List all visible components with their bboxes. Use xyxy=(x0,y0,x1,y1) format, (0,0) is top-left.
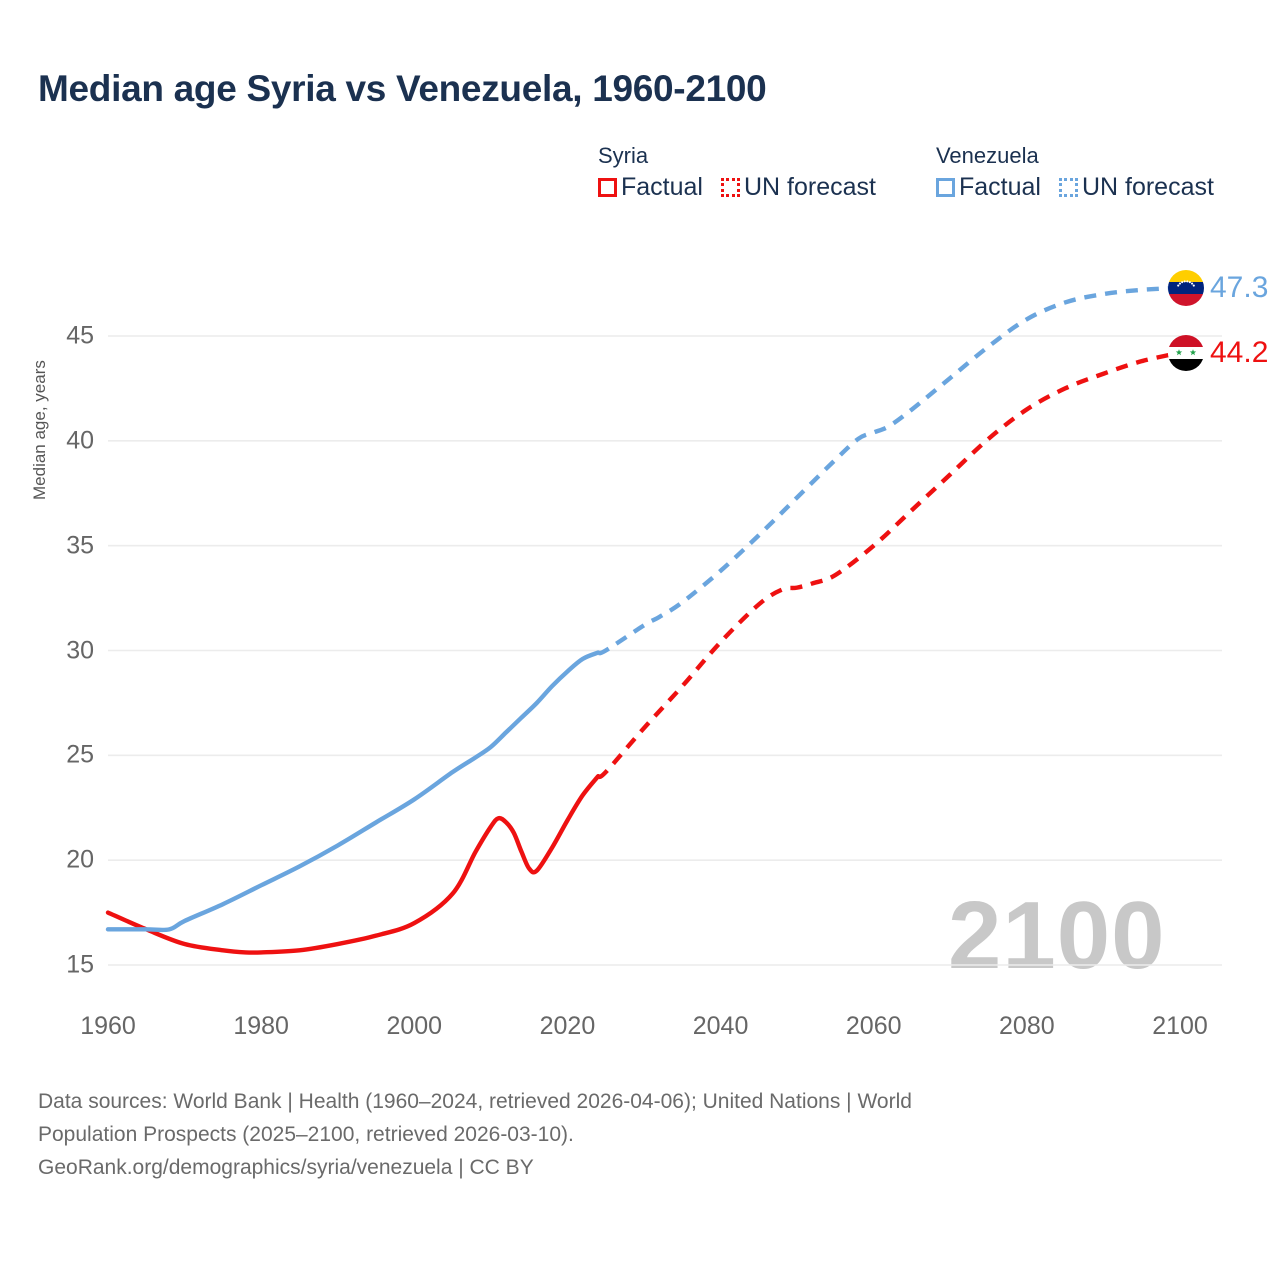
end-label-syria: 44.2 xyxy=(1168,334,1269,371)
x-axis-tick-label: 2100 xyxy=(1152,1012,1208,1040)
x-axis-tick-label: 1960 xyxy=(80,1012,136,1040)
legend-country-syria: Syria xyxy=(598,143,649,168)
year-watermark: 2100 xyxy=(948,882,1166,989)
end-label-venezuela: 47.3 xyxy=(1168,269,1269,306)
y-axis-tick-label: 40 xyxy=(66,426,94,455)
chart-legend: Syria Factual UN forecast Venezuela Fact… xyxy=(598,143,1214,201)
legend-item-syria-forecast[interactable]: UN forecast xyxy=(720,173,876,201)
footer-line-2: Population Prospects (2025–2100, retriev… xyxy=(38,1123,574,1146)
syria-flag-icon xyxy=(1168,334,1204,371)
legend-row-syria: Factual UN forecast xyxy=(598,173,876,201)
x-axis-tick-label: 1980 xyxy=(233,1012,289,1040)
venezuela-flag-icon xyxy=(1168,269,1204,306)
legend-swatch-dotted-icon xyxy=(720,177,740,197)
legend-item-venezuela-factual[interactable]: Factual xyxy=(935,173,1041,201)
legend-item-label: Factual xyxy=(621,173,703,201)
end-label-value: 44.2 xyxy=(1210,335,1269,369)
footer-line-1: Data sources: World Bank | Health (1960–… xyxy=(38,1090,912,1113)
y-axis-tick-label: 20 xyxy=(66,845,94,874)
legend-item-syria-factual[interactable]: Factual xyxy=(598,173,703,201)
legend-group-syria: Syria Factual UN forecast xyxy=(598,143,876,201)
series-line-factual-venezuela xyxy=(105,650,601,933)
footer-line-3: GeoRank.org/demographics/syria/venezuela… xyxy=(38,1156,534,1179)
x-axis-tick-label: 2080 xyxy=(999,1012,1055,1040)
series-line-forecast-syria xyxy=(596,350,1181,780)
y-axis-tick-label: 30 xyxy=(66,636,94,664)
page-title: Median age Syria vs Venezuela, 1960-2100 xyxy=(38,68,767,109)
legend-swatch-solid-icon xyxy=(935,177,955,197)
legend-item-venezuela-forecast[interactable]: UN forecast xyxy=(1058,173,1214,201)
y-axis-tick-label: 15 xyxy=(66,950,94,979)
x-axis-tick-label: 2000 xyxy=(386,1012,443,1040)
legend-row-venezuela: Factual UN forecast xyxy=(935,173,1214,201)
y-axis-tick-label: 35 xyxy=(66,531,94,560)
legend-swatch-solid-icon xyxy=(598,177,617,197)
series-line-factual-syria xyxy=(105,774,601,955)
footer-sources: Data sources: World Bank | Health (1960–… xyxy=(38,1085,1168,1184)
legend-item-label: Factual xyxy=(958,173,1041,201)
legend-item-label: UN forecast xyxy=(1081,173,1214,201)
y-axis-tick-label: 25 xyxy=(66,740,94,769)
series-line-forecast-venezuela xyxy=(597,285,1181,656)
x-axis-tick-label: 2060 xyxy=(845,1012,902,1040)
x-axis-tick-label: 2020 xyxy=(539,1012,596,1040)
legend-group-venezuela: Venezuela Factual UN forecast xyxy=(935,143,1214,201)
legend-country-venezuela: Venezuela xyxy=(935,143,1039,168)
y-axis-tick-label: 45 xyxy=(66,321,94,350)
legend-swatch-dotted-icon xyxy=(1058,177,1078,197)
legend-item-label: UN forecast xyxy=(743,173,876,201)
x-axis-tick-label: 2040 xyxy=(692,1012,749,1040)
end-label-value: 47.3 xyxy=(1210,270,1269,304)
